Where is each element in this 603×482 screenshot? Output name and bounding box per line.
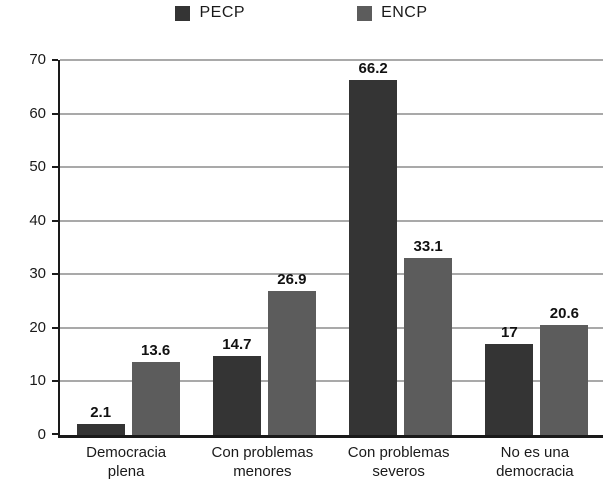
plot-area: 2.1 13.6 14.7 26.9 66.2 33.1 17 20.6	[52, 59, 603, 438]
legend-label: PECP	[199, 4, 246, 21]
x-category-label: Con problemas menores	[194, 443, 330, 481]
bar-group: 66.2 33.1	[333, 60, 469, 435]
x-category-label-text: Democracia plena	[86, 444, 167, 480]
bar-column-encp: 33.1	[404, 237, 453, 435]
y-axis: 0 10 20 30 40 50 60 70	[0, 51, 46, 443]
bar-value-label: 20.6	[549, 304, 579, 322]
x-axis-labels: Democracia plena Con problemas menores Con…	[58, 443, 603, 481]
gridline	[60, 219, 603, 222]
y-tick-label: 30	[29, 265, 46, 283]
gridline	[60, 166, 603, 169]
y-axis-tick	[52, 273, 58, 276]
x-category-label: Democracia plena	[58, 443, 194, 481]
bar-column-encp: 26.9	[267, 270, 316, 435]
bar-encp	[404, 257, 453, 435]
legend-item-encp: ENCP	[357, 4, 427, 22]
y-tick-label: 40	[29, 211, 46, 229]
x-category-label-text: No es una democracia	[496, 444, 574, 480]
legend-item-pecp: PECP	[175, 4, 245, 22]
bar-column-pecp: 2.1	[76, 403, 125, 435]
bar-pecp	[485, 343, 534, 435]
x-category-label: Con problemas severos	[331, 443, 467, 481]
y-axis-tick	[52, 433, 58, 435]
x-category-label-text: Con problemas menores	[211, 444, 314, 480]
bar-group: 2.1 13.6	[60, 60, 196, 435]
legend-label: ENCP	[381, 4, 428, 21]
legend-swatch-icon	[175, 5, 191, 21]
bar-column-pecp: 66.2	[349, 60, 398, 435]
bar-value-label: 66.2	[358, 60, 388, 78]
bar-column-pecp: 14.7	[212, 336, 261, 435]
y-axis-tick	[52, 166, 58, 169]
bar-value-label: 13.6	[141, 342, 171, 360]
y-axis-tick	[52, 326, 58, 329]
y-axis-tick	[52, 59, 58, 61]
gridline	[60, 326, 603, 329]
gridline	[60, 112, 603, 115]
bar-value-label: 2.1	[90, 403, 112, 421]
bar-value-label: 17	[501, 323, 518, 341]
bar-column-encp: 13.6	[131, 342, 180, 435]
bar-value-label: 33.1	[413, 237, 443, 255]
x-category-label: No es una democracia	[467, 443, 603, 481]
y-tick-label: 70	[29, 51, 46, 68]
bar-column-encp: 20.6	[540, 304, 589, 435]
legend-swatch-icon	[357, 5, 373, 21]
bar-pecp	[212, 356, 261, 435]
bar-encp	[267, 290, 316, 435]
y-axis-tick	[52, 380, 58, 383]
bar-column-pecp: 17	[485, 323, 534, 435]
bar-pecp	[76, 423, 125, 435]
bar-groups: 2.1 13.6 14.7 26.9 66.2 33.1 17 20.6	[60, 60, 603, 435]
bar-encp	[131, 362, 180, 435]
bar-encp	[540, 324, 589, 435]
y-tick-label: 0	[37, 426, 46, 443]
y-axis-tick	[52, 219, 58, 222]
x-category-label-text: Con problemas severos	[347, 444, 450, 480]
y-axis-tick	[52, 112, 58, 115]
bar-pecp	[349, 80, 398, 435]
gridline	[60, 380, 603, 383]
bar-group: 14.7 26.9	[196, 60, 332, 435]
y-tick-label: 50	[29, 158, 46, 176]
bar-group: 17 20.6	[469, 60, 603, 435]
bar-value-label: 26.9	[277, 270, 307, 288]
gridline	[60, 273, 603, 276]
y-tick-label: 10	[29, 372, 46, 390]
chart-legend: PECP ENCP	[0, 4, 603, 22]
bar-value-label: 14.7	[222, 336, 252, 354]
y-tick-label: 60	[29, 104, 46, 122]
y-tick-label: 20	[29, 318, 46, 336]
gridline	[60, 59, 603, 61]
